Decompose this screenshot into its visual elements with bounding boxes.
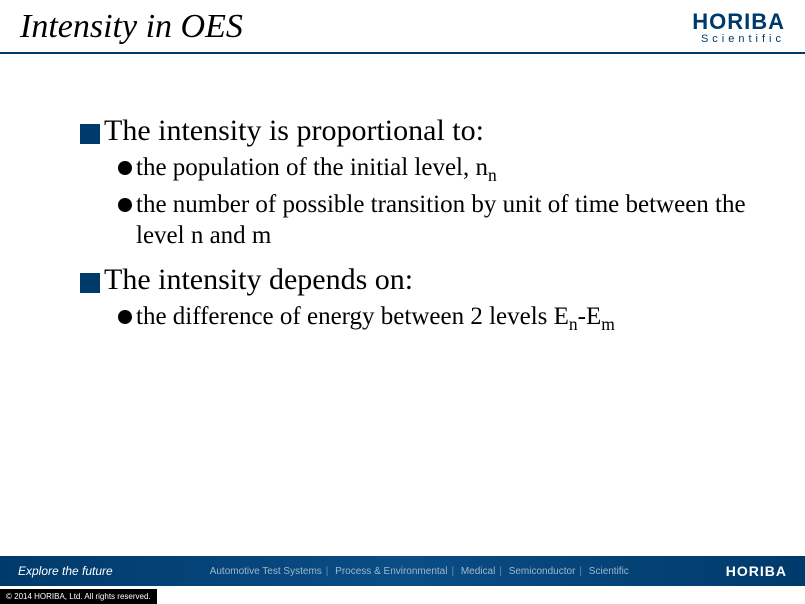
footer-logo: HORIBA — [726, 563, 787, 579]
slide-content: The intensity is proportional to: the po… — [0, 54, 805, 336]
separator-icon: | — [579, 566, 582, 577]
slide-title: Intensity in OES — [20, 8, 243, 46]
brand-logo-sub: Scientific — [692, 33, 785, 45]
separator-icon: | — [499, 566, 502, 577]
brand-logo: HORIBA Scientific — [692, 9, 785, 45]
bullet-level1: The intensity is proportional to: — [80, 114, 785, 148]
copyright-text: © 2014 HORIBA, Ltd. All rights reserved. — [0, 589, 157, 604]
footer-segment: Scientific — [589, 566, 629, 577]
bullet-level2: the number of possible transition by uni… — [118, 189, 785, 252]
dot-bullet-icon — [118, 310, 132, 324]
dot-bullet-icon — [118, 161, 132, 175]
slide-header: Intensity in OES HORIBA Scientific — [0, 0, 805, 54]
bullet-level2: the difference of energy between 2 level… — [118, 301, 785, 336]
bullet-level1: The intensity depends on: — [80, 263, 785, 297]
bullet-level2: the population of the initial level, nn — [118, 152, 785, 187]
bullet-level2-text: the difference of energy between 2 level… — [136, 301, 615, 336]
footer-segments: Automotive Test Systems | Process & Envir… — [210, 566, 629, 577]
dot-bullet-icon — [118, 198, 132, 212]
separator-icon: | — [451, 566, 454, 577]
footer-segment: Automotive Test Systems — [210, 566, 322, 577]
square-bullet-icon — [80, 273, 100, 293]
footer-segment: Medical — [461, 566, 495, 577]
bullet-level1-text: The intensity is proportional to: — [104, 114, 484, 148]
separator-icon: | — [326, 566, 329, 577]
bullet-level2-text: the population of the initial level, nn — [136, 152, 497, 187]
footer-segment: Semiconductor — [509, 566, 576, 577]
bullet-level1-text: The intensity depends on: — [104, 263, 413, 297]
brand-logo-main: HORIBA — [692, 9, 785, 35]
footer-bar: Explore the future Automotive Test Syste… — [0, 556, 805, 586]
footer-segment: Process & Environmental — [335, 566, 447, 577]
footer-tagline: Explore the future — [18, 564, 113, 578]
bullet-level2-text: the number of possible transition by uni… — [136, 189, 785, 252]
square-bullet-icon — [80, 124, 100, 144]
